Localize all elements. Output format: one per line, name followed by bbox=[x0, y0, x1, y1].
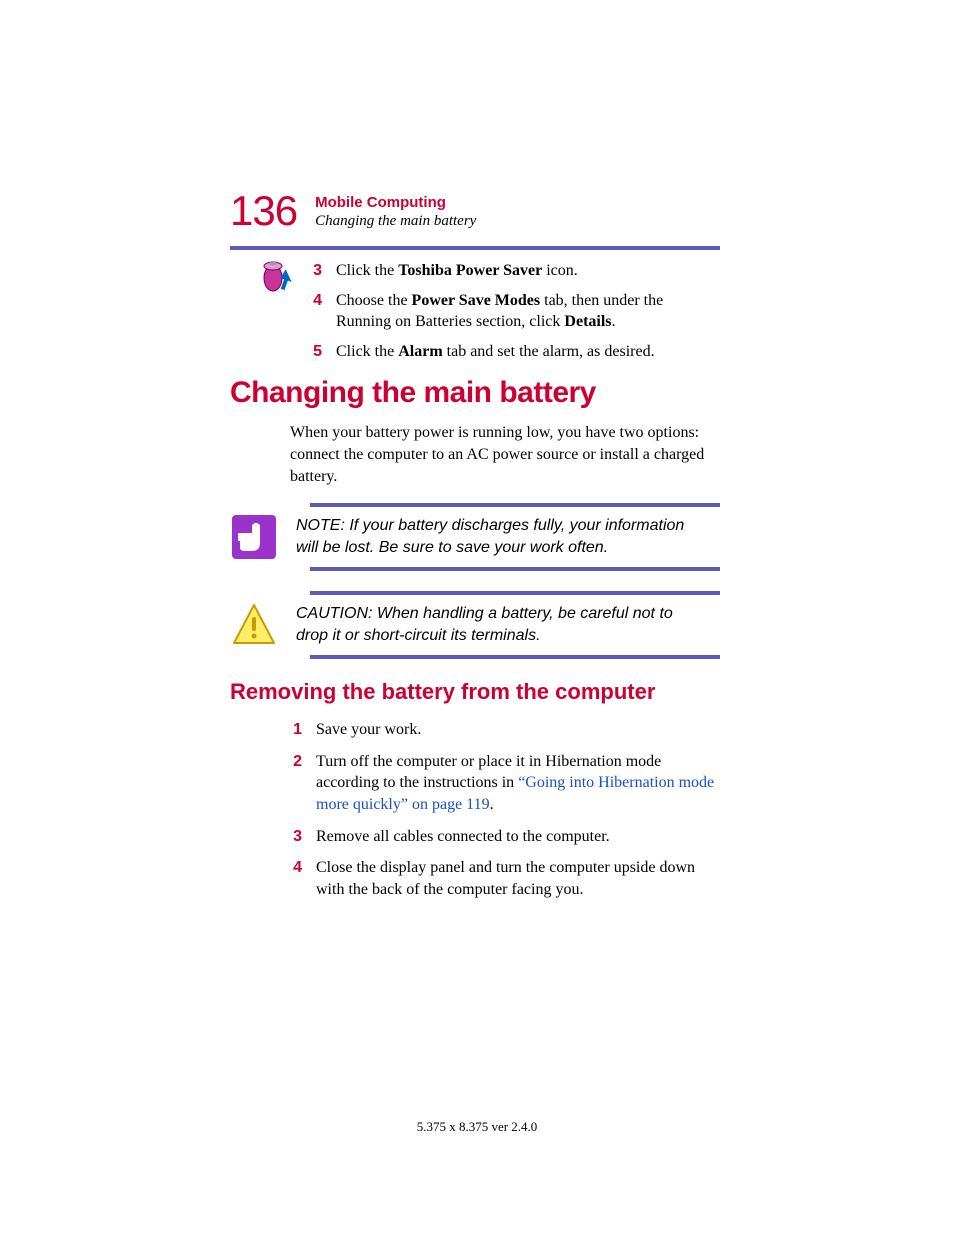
note-rule-bottom bbox=[310, 567, 720, 571]
step-text: Click the Toshiba Power Saver icon. bbox=[336, 260, 720, 282]
page-content: 136 Mobile Computing Changing the main b… bbox=[230, 190, 720, 910]
running-head-section: Changing the main battery bbox=[315, 213, 476, 230]
step-number: 4 bbox=[290, 857, 302, 900]
header-rule bbox=[230, 246, 720, 250]
continued-steps: 3 Click the Toshiba Power Saver icon. 4 … bbox=[310, 260, 720, 362]
step-text: Choose the Power Save Modes tab, then un… bbox=[336, 290, 720, 333]
remove-step-4: 4 Close the display panel and turn the c… bbox=[290, 857, 720, 900]
step-number: 3 bbox=[290, 826, 302, 848]
step-text: Close the display panel and turn the com… bbox=[316, 857, 720, 900]
caution-text: CAUTION: When handling a battery, be car… bbox=[296, 601, 720, 646]
battery-icon bbox=[258, 258, 296, 296]
step-4: 4 Choose the Power Save Modes tab, then … bbox=[310, 290, 720, 333]
remove-step-1: 1 Save your work. bbox=[290, 719, 720, 741]
heading-2: Removing the battery from the computer bbox=[230, 679, 720, 705]
chapter-title: Mobile Computing bbox=[315, 194, 476, 211]
step-3: 3 Click the Toshiba Power Saver icon. bbox=[310, 260, 720, 282]
remove-step-3: 3 Remove all cables connected to the com… bbox=[290, 826, 720, 848]
caution-icon bbox=[230, 601, 278, 649]
note-row: NOTE: If your battery discharges fully, … bbox=[230, 507, 720, 567]
page-number: 136 bbox=[230, 190, 297, 232]
caution-row: CAUTION: When handling a battery, be car… bbox=[230, 595, 720, 655]
remove-steps: 1 Save your work. 2 Turn off the compute… bbox=[290, 719, 720, 900]
chapter-block: Mobile Computing Changing the main batte… bbox=[315, 190, 476, 230]
step-text: Remove all cables connected to the compu… bbox=[316, 826, 720, 848]
step-text: Save your work. bbox=[316, 719, 720, 741]
remove-step-2: 2 Turn off the computer or place it in H… bbox=[290, 751, 720, 816]
note-text: NOTE: If your battery discharges fully, … bbox=[296, 513, 720, 558]
step-5: 5 Click the Alarm tab and set the alarm,… bbox=[310, 341, 720, 363]
note-hand-icon bbox=[230, 513, 278, 561]
step-number: 3 bbox=[310, 260, 322, 282]
caution-rule-bottom bbox=[310, 655, 720, 659]
step-number: 5 bbox=[310, 341, 322, 363]
heading-1: Changing the main battery bbox=[230, 376, 720, 410]
intro-paragraph: When your battery power is running low, … bbox=[290, 422, 720, 487]
step-text: Click the Alarm tab and set the alarm, a… bbox=[336, 341, 720, 363]
step-text: Turn off the computer or place it in Hib… bbox=[316, 751, 720, 816]
page-footer: 5.375 x 8.375 ver 2.4.0 bbox=[0, 1119, 954, 1135]
note-callout: NOTE: If your battery discharges fully, … bbox=[230, 503, 720, 571]
caution-callout: CAUTION: When handling a battery, be car… bbox=[230, 591, 720, 659]
page-header: 136 Mobile Computing Changing the main b… bbox=[230, 190, 720, 232]
step-number: 4 bbox=[310, 290, 322, 333]
step-number: 2 bbox=[290, 751, 302, 816]
step-number: 1 bbox=[290, 719, 302, 741]
